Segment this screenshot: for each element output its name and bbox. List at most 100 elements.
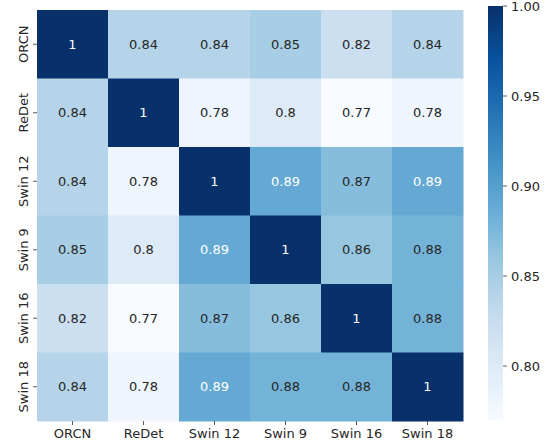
cell [392,147,464,216]
cell-label: 0.89 [271,174,300,189]
y-tick [33,386,37,387]
cell-label: 1 [210,174,218,189]
x-tick-label: Swin 18 [402,426,453,440]
x-tick [72,421,73,425]
cell-labels: 1 0.84 0.84 0.85 0.82 0.84 0.84 1 0.78 0.8 0.77 0.7… [58,37,442,395]
y-tick [33,318,37,319]
cell [108,216,180,285]
cell [179,216,251,285]
cell-label: 0.88 [413,311,442,326]
y-tick [33,249,37,250]
cell-label: 0.84 [413,37,442,52]
colorbar-tick-label: 1.00 [511,0,540,14]
cell [37,216,109,285]
cell [37,10,109,79]
cell [250,353,322,422]
cell [250,79,322,148]
cell-label: 0.77 [342,105,371,120]
cell [108,79,180,148]
cell-label: 1 [139,105,147,120]
cell-label: 0.78 [200,105,229,120]
cell [392,284,464,353]
cell [108,147,180,216]
cell [392,353,464,422]
colorbar-tick [503,276,507,277]
cell [108,353,180,422]
cell-label: 0.87 [200,311,229,326]
colorbar-tick-label: 0.95 [511,89,540,104]
cell [37,79,109,148]
cell [321,10,393,79]
cell-label: 0.78 [413,105,442,120]
x-tick [285,421,286,425]
cell [321,284,393,353]
cell-label: 1 [423,379,431,394]
cell-label: 0.88 [413,242,442,257]
cell [179,147,251,216]
cell [37,284,109,353]
cell-label: 0.84 [129,37,158,52]
y-tick-label: ORCN [16,26,31,63]
cell-label: 0.89 [200,242,229,257]
cell [321,353,393,422]
cell-label: 0.84 [58,379,87,394]
colorbar-tick [503,6,507,7]
cell-label: 0.89 [200,379,229,394]
cell-label: 0.82 [58,311,87,326]
x-tick [143,421,144,425]
colorbar-tick-label: 0.85 [511,269,540,284]
colorbar-tick-label: 0.90 [511,179,540,194]
cell-label: 0.87 [342,174,371,189]
colorbar: 1.00 0.95 0.90 0.85 0.80 [488,0,540,420]
cell [179,79,251,148]
colorbar-tick [503,366,507,367]
cell [179,10,251,79]
heatmap-chart: 1 0.84 0.84 0.85 0.82 0.84 0.84 1 0.78 0.8 0.77 0.7… [0,0,558,440]
cell [250,10,322,79]
y-tick [33,44,37,45]
cell [321,147,393,216]
cell [179,284,251,353]
x-tick [427,421,428,425]
y-tick-label: Swin 12 [16,156,31,207]
chart-container: 1 0.84 0.84 0.85 0.82 0.84 0.84 1 0.78 0.8 0.77 0.7… [0,0,558,440]
colorbar-tick [503,186,507,187]
axes: ORCN ReDet Swin 12 Swin 9 Swin 16 Swin 18 ORCN… [16,26,453,440]
cell [392,10,464,79]
cell-label: 1 [68,37,76,52]
y-tick-label: Swin 18 [16,361,31,412]
cell-label: 0.84 [200,37,229,52]
cell [392,216,464,285]
y-tick [33,112,37,113]
y-tick-label: Swin 16 [16,293,31,344]
cell-label: 0.78 [129,174,158,189]
cell-label: 0.8 [275,105,296,120]
cell [37,147,109,216]
x-tick-label: Swin 16 [331,426,382,440]
colorbar-tick [503,96,507,97]
cell-label: 0.86 [271,311,300,326]
cell-label: 1 [352,311,360,326]
colorbar-tick-label: 0.80 [511,359,540,374]
cell [321,79,393,148]
cell-label: 0.82 [342,37,371,52]
cell [37,353,109,422]
cell-label: 0.8 [133,242,154,257]
y-tick [33,181,37,182]
cell-label: 0.84 [58,174,87,189]
cell [179,353,251,422]
cell [250,147,322,216]
x-tick [214,421,215,425]
x-tick-label: Swin 9 [264,426,307,440]
cell-label: 0.88 [342,379,371,394]
y-tick-label: ReDet [16,93,31,133]
cell-label: 0.88 [271,379,300,394]
cell-label: 0.78 [129,379,158,394]
cell-label: 1 [281,242,289,257]
x-tick [356,421,357,425]
cell-label: 0.85 [271,37,300,52]
x-tick-label: ORCN [54,426,91,440]
cell-label: 0.89 [413,174,442,189]
x-tick-label: Swin 12 [189,426,240,440]
colorbar-gradient [488,6,503,420]
